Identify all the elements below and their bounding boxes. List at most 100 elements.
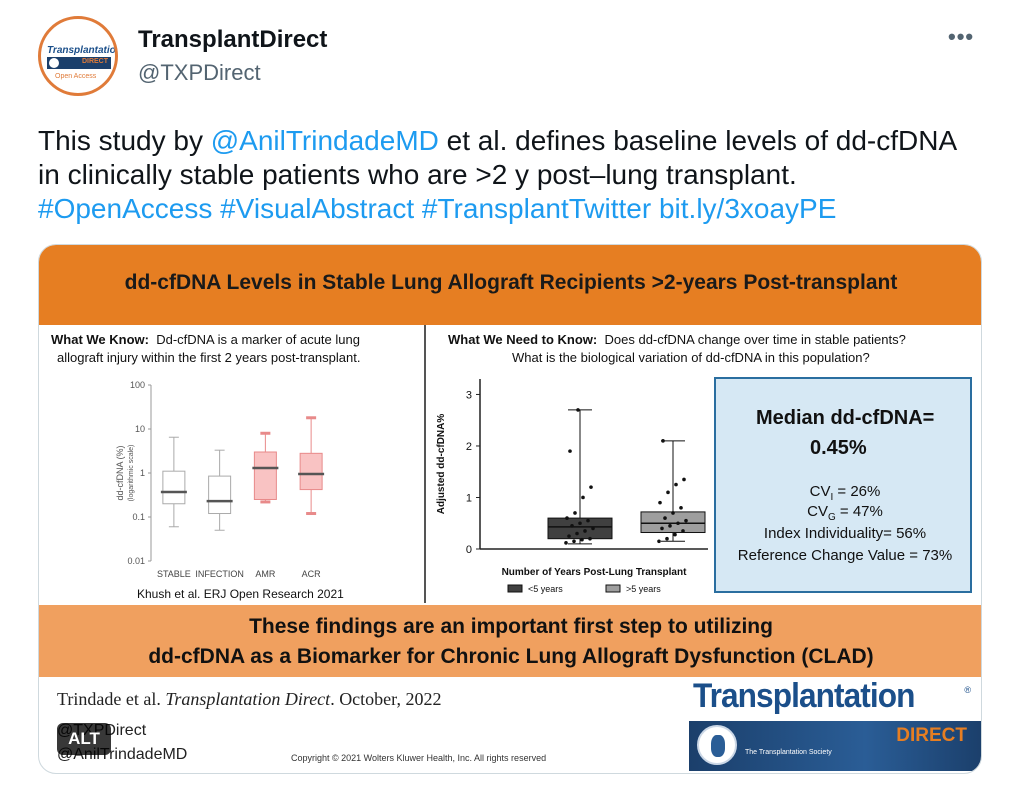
stat-cvg-prefix: CV xyxy=(807,503,828,520)
brand-registered: ® xyxy=(964,685,971,695)
box-rect xyxy=(162,470,186,505)
data-point xyxy=(681,529,685,533)
data-point xyxy=(568,449,572,453)
stat-cvg: CVG = 47% xyxy=(716,503,974,523)
legend-label: <5 years xyxy=(528,584,563,594)
what-we-know-label: What We Know: xyxy=(51,332,149,347)
data-point xyxy=(661,439,665,443)
box-rect xyxy=(208,475,232,515)
y-axis-label-2: (logarithmic scale) xyxy=(128,445,135,502)
author-handle[interactable]: @TXPDirect xyxy=(138,60,261,85)
what-we-need-label: What We Need to Know: xyxy=(448,332,598,347)
legend-swatch xyxy=(507,584,523,593)
what-we-need-line1: Does dd-cfDNA change over time in stable… xyxy=(604,332,906,347)
x-category-label: STABLE xyxy=(157,569,191,579)
stat-cvi-prefix: CV xyxy=(809,483,831,500)
citation-journal: Transplantation Direct xyxy=(165,689,331,709)
more-options-icon[interactable]: ••• xyxy=(948,24,975,49)
data-point xyxy=(564,541,568,545)
data-point xyxy=(663,516,667,520)
what-we-need-to-know-panel: What We Need to Know: Does dd-cfDNA chan… xyxy=(424,325,981,603)
alt-text-badge[interactable]: ALT xyxy=(57,723,111,755)
legend-label: >5 years xyxy=(626,584,661,594)
avatar-logo-text: Transplantation xyxy=(47,45,118,56)
findings-line1: These findings are an important first st… xyxy=(249,615,773,638)
data-point xyxy=(676,521,680,526)
data-point xyxy=(591,526,595,531)
transplantation-direct-logo: Transplantation ® DIRECT The Transplanta… xyxy=(689,677,981,773)
what-we-know-line1: Dd-cfDNA is a marker of acute lung xyxy=(156,332,360,347)
data-point xyxy=(576,408,580,412)
data-point xyxy=(658,500,662,505)
data-point xyxy=(578,521,582,526)
stat-cvg-value: = 47% xyxy=(835,503,883,520)
data-point xyxy=(581,495,585,500)
abstract-banner: dd-cfDNA Levels in Stable Lung Allograft… xyxy=(39,245,981,325)
y-axis-label: Adjusted dd-cfDNA% xyxy=(436,414,447,515)
data-point xyxy=(660,526,664,531)
stat-cvg-sub: G xyxy=(827,512,836,523)
what-we-know-panel: What We Know: Dd-cfDNA is a marker of ac… xyxy=(39,325,424,603)
mention-link[interactable]: @AnilTrindadeMD xyxy=(210,125,439,156)
data-point xyxy=(580,537,584,542)
hashtag-openaccess[interactable]: #OpenAccess xyxy=(38,193,213,224)
tweet-text-part2: et al. defines baseline levels of dd-cfD… xyxy=(38,125,956,190)
y-tick-label: 2 xyxy=(466,441,472,453)
x-category-label: ACR xyxy=(302,569,322,579)
stats-box: Median dd-cfDNA= 0.45% CVI = 26% CVG = 4… xyxy=(714,377,972,593)
author-display-name[interactable]: TransplantDirect xyxy=(138,26,328,53)
data-point xyxy=(679,505,683,510)
brand-society: The Transplantation Society xyxy=(745,749,832,756)
what-we-know-line2: allograft injury within the first 2 year… xyxy=(57,350,361,365)
what-we-need-line2: What is the biological variation of dd-c… xyxy=(512,350,870,365)
y-tick-label: 0.1 xyxy=(132,512,145,522)
hashtag-visualabstract[interactable]: #VisualAbstract xyxy=(220,193,415,224)
findings-banner: These findings are an important first st… xyxy=(39,605,981,677)
stat-reference-change: Reference Change Value = 73% xyxy=(737,547,953,564)
avatar-logo-band: DIRECT xyxy=(47,57,111,69)
data-point xyxy=(589,485,593,489)
avatar[interactable]: Transplantation DIRECT Open Access xyxy=(38,16,118,96)
data-point xyxy=(573,511,577,515)
y-tick-label: 1 xyxy=(466,492,472,504)
stats-value: 0.45% xyxy=(810,437,867,459)
data-point xyxy=(673,532,677,537)
box-rect xyxy=(299,452,323,491)
society-seal-icon xyxy=(697,725,737,765)
y-axis-label: dd-cfDNA (%) xyxy=(115,445,125,500)
y-tick-label: 100 xyxy=(130,380,145,390)
left-box-plot: 100 10 1 0.1 0.01 dd-cfDNA (%) (logarithmic sc… xyxy=(115,380,325,579)
data-point xyxy=(565,516,569,520)
data-point xyxy=(671,511,675,515)
data-point xyxy=(567,534,571,538)
stat-index-individuality: Index Individuality= 56% xyxy=(763,525,927,542)
y-tick-label: 0.01 xyxy=(127,556,145,566)
x-category-label: INFECTION xyxy=(195,569,244,579)
data-point xyxy=(575,531,579,536)
data-point xyxy=(682,477,686,482)
data-point xyxy=(674,482,678,487)
citation-date: . October, 2022 xyxy=(330,689,442,709)
data-point xyxy=(572,539,576,544)
data-point xyxy=(583,529,587,533)
data-point xyxy=(586,518,590,523)
data-point xyxy=(588,536,592,541)
url-link[interactable]: bit.ly/3xoayPE xyxy=(658,193,837,224)
abstract-title: dd-cfDNA Levels in Stable Lung Allograft… xyxy=(124,271,898,294)
citation-author: Trindade et al. xyxy=(57,689,166,709)
data-point xyxy=(665,536,669,541)
copyright: Copyright © 2021 Wolters Kluwer Health, … xyxy=(291,753,547,763)
box-rect xyxy=(547,517,613,540)
y-tick-label: 3 xyxy=(466,389,472,401)
findings-line2: dd-cfDNA as a Biomarker for Chronic Lung… xyxy=(148,645,874,668)
tweet-media-image[interactable]: dd-cfDNA Levels in Stable Lung Allograft… xyxy=(38,244,982,774)
what-we-need-text: What We Need to Know: Does dd-cfDNA chan… xyxy=(448,331,906,349)
x-category-label: AMR xyxy=(255,569,276,579)
stat-cvi-value: = 26% xyxy=(833,483,881,500)
x-axis-label: Number of Years Post-Lung Transplant xyxy=(502,567,688,578)
data-point xyxy=(666,490,670,495)
data-point xyxy=(684,518,688,523)
right-box-plot: 3 2 1 0 Adjusted dd-cfDNA% Number of Years Po… xyxy=(436,379,708,594)
left-chart-source: Khush et al. ERJ Open Research 2021 xyxy=(137,587,344,601)
hashtag-transplanttwitter[interactable]: #TransplantTwitter xyxy=(421,193,652,224)
